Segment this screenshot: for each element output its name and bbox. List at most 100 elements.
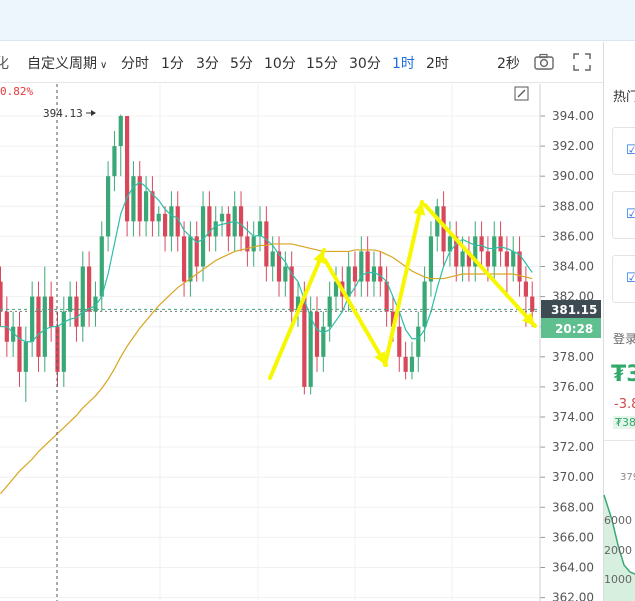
candle-body [106,176,111,237]
period-tab-5m[interactable]: 5分 [230,56,253,72]
check-icon: ☑ [626,207,635,222]
collapse-icon-stroke [517,89,526,98]
period-tab-1m[interactable]: 1分 [161,56,184,72]
camera-icon[interactable] [533,51,555,73]
candle-body [504,251,509,267]
toolbar-partial-item[interactable]: 化 [0,56,9,72]
high-marker-label: 394.13 [43,107,83,120]
candle-body [346,266,351,297]
checkbox-card-3[interactable]: ☑ [612,255,635,303]
hot-tab[interactable]: 热门 [613,90,635,105]
checkbox-card-1[interactable]: ☑ [612,127,635,175]
y-tick-label: 372.00 [552,440,594,454]
y-tick-label: 386.00 [552,229,594,243]
candle-body [156,213,161,222]
trend-arrow-line [383,200,424,367]
ma-slow-line [0,243,533,495]
period-tab-3m[interactable]: 3分 [196,56,219,72]
candle-body [384,281,389,312]
candle-body [517,251,522,282]
y-tick-label: 390.00 [552,169,594,183]
fullscreen-icon[interactable] [571,51,593,73]
candle-body [125,116,130,222]
candle-body [492,236,497,267]
period-tab-15m[interactable]: 15分 [306,56,338,72]
candle-body [112,146,117,177]
y-tick-label: 370.00 [552,470,594,484]
candle-body [308,311,313,387]
depth-line [603,494,635,575]
candle-body [454,236,459,267]
candle-body [270,251,275,267]
candle-body [36,296,41,357]
candle-body [511,251,516,267]
candle-body [530,296,535,312]
candle-body [207,206,212,237]
candle-body [80,266,85,327]
high-marker-arrowhead [91,110,96,116]
candle-body [245,236,250,252]
y-tick-label: 366.00 [552,530,594,544]
candle-body [473,236,478,267]
candle-body [302,296,307,387]
trend-arrow-line [268,248,326,380]
chevron-down-icon: ∨ [100,60,108,71]
candle-body [365,251,370,282]
candle-body [352,266,358,282]
candle-body [200,206,206,267]
plot-area [0,84,540,601]
period-tab-2h[interactable]: 2时 [426,56,449,72]
candle-body [523,281,528,297]
period-tab-30m[interactable]: 30分 [349,56,381,72]
candle-body [422,281,427,327]
period-tab-fenshi[interactable]: 分时 [121,56,149,72]
trend-arrow-head [374,351,386,365]
period-tab-1h[interactable]: 1时 [392,56,415,72]
checkbox-card-2[interactable]: ☑ [612,191,635,239]
refresh-interval[interactable]: 2秒 [497,56,520,72]
panel-divider-line [604,440,635,441]
y-tick-label: 384.00 [552,260,594,274]
candle-body [213,221,218,237]
candle-body [295,296,301,312]
custom-period-label: 自定义周期 [27,56,97,72]
candle-body [485,251,491,267]
depth-label-2000: 2000 [604,544,632,557]
candle-body [143,191,149,222]
chart-toolbar: 化 自定义周期 ∨ 分时 1分 3分 5分 10分 15分 30分 1时 2时 2… [0,42,603,83]
candle-body [314,311,320,357]
candle-body [150,191,155,222]
check-icon: ☑ [626,143,635,158]
countdown-value: 20:28 [555,322,593,336]
candle-body [137,176,142,222]
y-tick-label: 376.00 [552,380,594,394]
candle-body [42,296,47,357]
candle-body [181,236,187,282]
trend-arrow-head [522,312,535,326]
login-link[interactable]: 登录 [613,332,635,346]
period-tab-10m[interactable]: 10分 [264,56,296,72]
candle-body [359,251,364,282]
candle-body [68,296,73,312]
countdown-tag [541,318,601,338]
candle-body [276,251,282,282]
current-price-tag [541,300,601,318]
custom-period-dropdown[interactable]: 自定义周期 ∨ [27,53,107,73]
candle-body [118,116,123,147]
change-percent-label: 0.82% [0,85,33,98]
candle-body [93,296,98,312]
depth-label-1000: 1000 [604,573,632,586]
trend-arrow-head [413,202,426,216]
candle-body [61,311,66,372]
panel-divider [603,42,604,601]
candle-body [226,213,231,237]
candle-body [371,266,377,282]
y-tick-label: 368.00 [552,500,594,514]
candle-body [11,326,16,342]
candle-body [17,326,22,372]
candle-body [162,213,168,237]
price-change: -3.8 [614,397,635,412]
y-tick-label: 374.00 [552,410,594,424]
depth-label-mid: 6000 [604,514,632,527]
